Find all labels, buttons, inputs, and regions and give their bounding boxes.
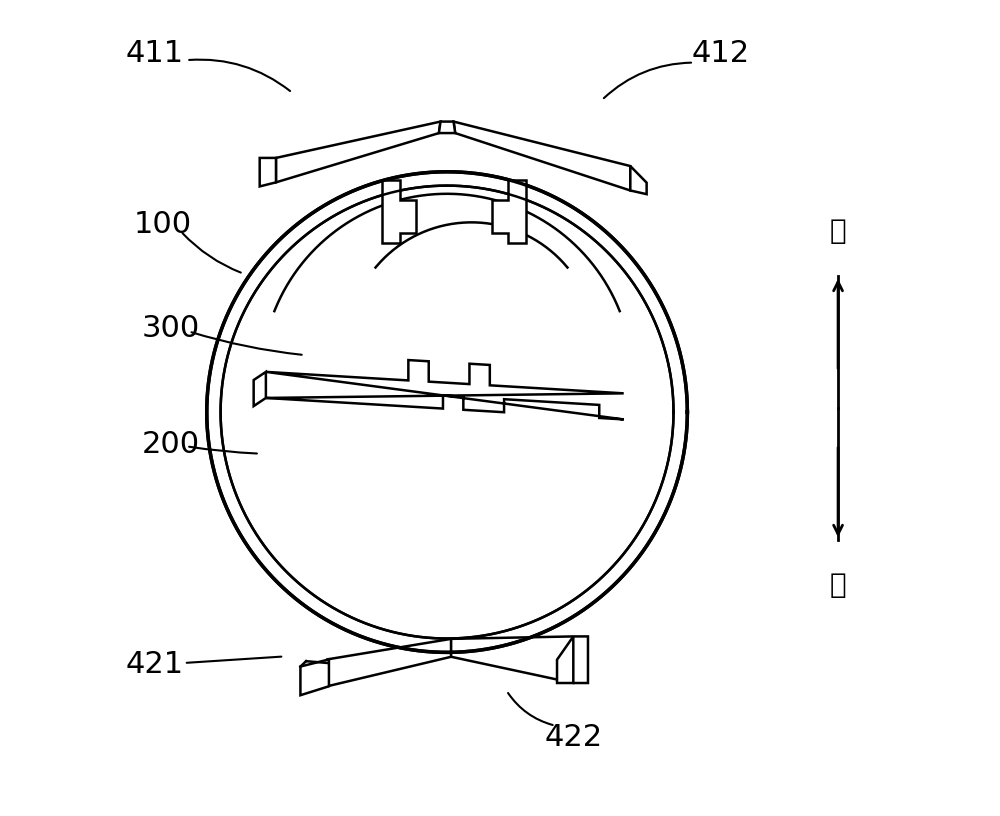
Polygon shape xyxy=(382,180,416,242)
Text: 上: 上 xyxy=(830,217,846,246)
Polygon shape xyxy=(630,166,647,194)
Text: 100: 100 xyxy=(133,211,192,239)
Polygon shape xyxy=(276,122,441,182)
Text: 411: 411 xyxy=(125,39,183,69)
Polygon shape xyxy=(439,122,455,133)
Polygon shape xyxy=(300,659,329,695)
Text: 300: 300 xyxy=(142,313,200,343)
Text: 422: 422 xyxy=(545,724,603,752)
Polygon shape xyxy=(451,636,588,683)
Text: 下: 下 xyxy=(830,570,846,599)
Text: 412: 412 xyxy=(691,39,750,69)
Polygon shape xyxy=(327,639,451,686)
Polygon shape xyxy=(260,158,276,186)
Text: 200: 200 xyxy=(142,430,200,459)
Polygon shape xyxy=(492,180,526,242)
Polygon shape xyxy=(254,372,266,406)
Polygon shape xyxy=(557,636,573,683)
Polygon shape xyxy=(454,122,630,190)
Polygon shape xyxy=(266,360,624,419)
Text: 421: 421 xyxy=(125,650,183,679)
